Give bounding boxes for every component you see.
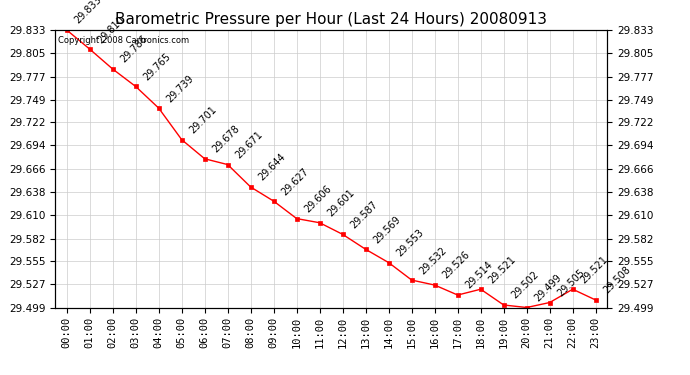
Text: 29.833: 29.833 bbox=[72, 0, 104, 26]
Text: 29.526: 29.526 bbox=[440, 250, 471, 281]
Text: 29.786: 29.786 bbox=[118, 34, 149, 65]
Text: 29.627: 29.627 bbox=[279, 166, 311, 197]
Text: Copyright 2008 Cartronics.com: Copyright 2008 Cartronics.com bbox=[58, 36, 189, 45]
Text: 29.521: 29.521 bbox=[486, 254, 518, 285]
Text: 29.606: 29.606 bbox=[302, 183, 333, 214]
Text: 29.508: 29.508 bbox=[601, 265, 632, 296]
Text: 29.810: 29.810 bbox=[95, 14, 126, 45]
Text: 29.701: 29.701 bbox=[187, 105, 218, 135]
Text: 29.671: 29.671 bbox=[233, 129, 264, 160]
Text: 29.532: 29.532 bbox=[417, 245, 448, 276]
Text: 29.739: 29.739 bbox=[164, 73, 195, 104]
Title: Barometric Pressure per Hour (Last 24 Hours) 20080913: Barometric Pressure per Hour (Last 24 Ho… bbox=[115, 12, 547, 27]
Text: 29.499: 29.499 bbox=[532, 272, 563, 303]
Text: 29.553: 29.553 bbox=[394, 227, 425, 258]
Text: 29.505: 29.505 bbox=[555, 267, 586, 298]
Text: 29.502: 29.502 bbox=[509, 270, 540, 301]
Text: 29.601: 29.601 bbox=[325, 188, 356, 219]
Text: 29.765: 29.765 bbox=[141, 51, 172, 82]
Text: 29.644: 29.644 bbox=[256, 152, 287, 183]
Text: 29.514: 29.514 bbox=[463, 260, 494, 291]
Text: 29.521: 29.521 bbox=[578, 254, 609, 285]
Text: 29.569: 29.569 bbox=[371, 214, 402, 245]
Text: 29.587: 29.587 bbox=[348, 199, 380, 230]
Text: 29.678: 29.678 bbox=[210, 124, 241, 154]
